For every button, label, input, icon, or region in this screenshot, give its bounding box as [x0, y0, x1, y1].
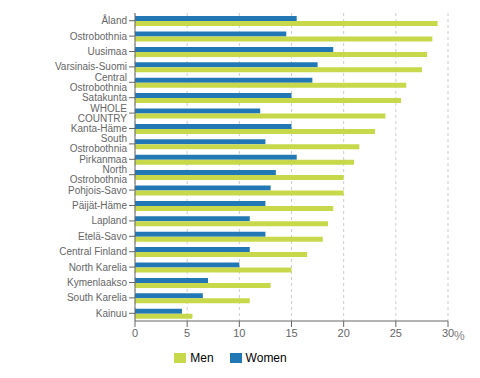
svg-text:Kainuu: Kainuu	[96, 308, 127, 319]
svg-text:Central Finland: Central Finland	[59, 246, 127, 257]
svg-text:South Karelia: South Karelia	[67, 292, 127, 303]
svg-text:Kymenlaakso: Kymenlaakso	[67, 277, 127, 288]
svg-text:Uusimaa: Uusimaa	[88, 46, 128, 57]
svg-text:SouthOstrobothnia: SouthOstrobothnia	[70, 133, 128, 154]
svg-text:15: 15	[285, 327, 297, 339]
html-text:Women: Women	[245, 351, 287, 365]
svg-text:Satakunta: Satakunta	[82, 92, 127, 103]
html-text:Men: Men	[190, 351, 214, 365]
svg-text:20: 20	[338, 327, 350, 339]
svg-text:Pirkanmaa: Pirkanmaa	[79, 154, 127, 165]
svg-text:Etelä-Savo: Etelä-Savo	[78, 231, 127, 242]
svg-text:WHOLECOUNTRY: WHOLECOUNTRY	[78, 103, 128, 124]
svg-text:Pohjois-Savo: Pohjois-Savo	[68, 185, 127, 196]
svg-text:5: 5	[184, 327, 190, 339]
svg-text:%: %	[454, 329, 465, 343]
svg-text:25: 25	[390, 327, 402, 339]
svg-text:Päijät-Häme: Päijät-Häme	[72, 200, 127, 211]
svg-text:Ostrobothnia: Ostrobothnia	[70, 31, 128, 42]
svg-text:Varsinais-Suomi: Varsinais-Suomi	[55, 61, 127, 72]
svg-text:0: 0	[132, 327, 138, 339]
svg-text:North Karelia: North Karelia	[69, 262, 128, 273]
svg-text:30: 30	[442, 327, 454, 339]
svg-text:CentralOstrobothnia: CentralOstrobothnia	[70, 72, 128, 93]
svg-text:Lapland: Lapland	[91, 215, 127, 226]
svg-text:Kanta-Häme: Kanta-Häme	[71, 123, 128, 134]
svg-text:Åland: Åland	[101, 14, 127, 26]
svg-text:10: 10	[233, 327, 245, 339]
svg-text:NorthOstrobothnia: NorthOstrobothnia	[70, 164, 128, 185]
